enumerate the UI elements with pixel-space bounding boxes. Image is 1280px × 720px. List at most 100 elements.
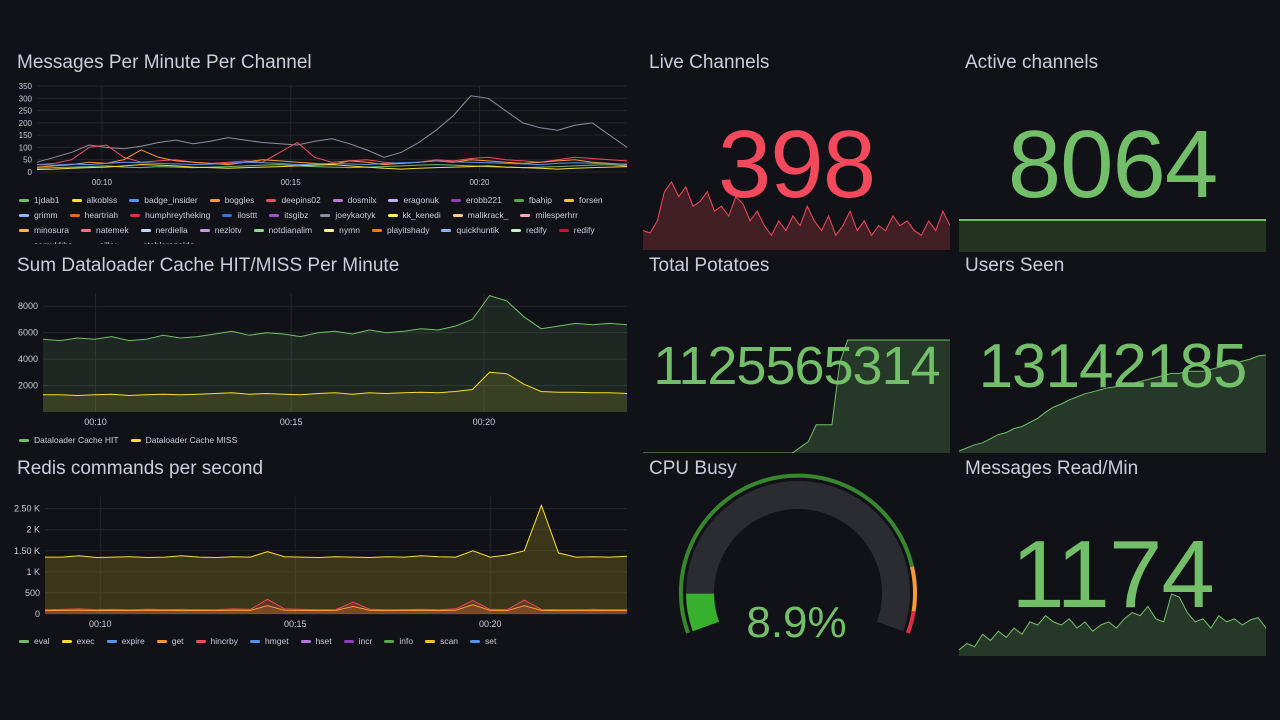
messages-legend: 1jdab1 alkoblss badge_insider boggles deepin… bbox=[19, 195, 631, 244]
legend-item[interactable]: nerdiella bbox=[140, 225, 188, 235]
users-seen-value: 13142185 bbox=[978, 332, 1248, 401]
legend-swatch bbox=[129, 198, 140, 202]
legend-item[interactable]: milesperhrr bbox=[520, 210, 578, 220]
panel-title[interactable]: Sum Dataloader Cache HIT/MISS Per Minute bbox=[17, 255, 400, 276]
legend-item[interactable]: erobb221 bbox=[450, 195, 502, 205]
legend-swatch bbox=[19, 438, 29, 442]
legend-item[interactable]: dosmilx bbox=[332, 195, 376, 205]
legend-swatch bbox=[199, 228, 210, 232]
gauge-track bbox=[686, 481, 910, 632]
legend-swatch bbox=[156, 639, 167, 643]
legend-item[interactable]: hincrby bbox=[195, 634, 238, 648]
panel-title[interactable]: Total Potatoes bbox=[649, 255, 770, 276]
legend-item[interactable]: notdianalim bbox=[253, 225, 312, 235]
legend-item[interactable]: hmget bbox=[249, 634, 289, 648]
legend-item[interactable]: stableronaldo bbox=[128, 240, 194, 244]
legend-swatch bbox=[452, 213, 463, 217]
legend-item[interactable]: 1jdab1 bbox=[19, 195, 60, 205]
panel-title[interactable]: Messages Per Minute Per Channel bbox=[17, 52, 312, 73]
legend-item[interactable]: samukkha bbox=[19, 240, 73, 244]
legend-label: get bbox=[171, 636, 184, 646]
legend-item[interactable]: redify bbox=[511, 225, 547, 235]
legend-label: kk_kenedi bbox=[402, 210, 441, 220]
legend-label: quickhuntik bbox=[456, 225, 499, 235]
legend-label: hmget bbox=[264, 636, 289, 646]
redis-chart[interactable]: 2.50 K 2 K 1.50 K 1 K 500 0 00:10 00:15 00:20 bbox=[11, 488, 631, 628]
legend-swatch bbox=[300, 639, 311, 643]
legend-item[interactable]: redify bbox=[558, 225, 595, 235]
legend-item[interactable]: info bbox=[384, 634, 413, 648]
legend-item[interactable]: malikrack_ bbox=[452, 210, 508, 220]
legend-item[interactable]: eragonuk bbox=[388, 195, 439, 205]
legend-swatch bbox=[71, 198, 82, 202]
series-line bbox=[45, 503, 628, 559]
legend-item[interactable]: hset bbox=[300, 634, 332, 648]
legend-label: hset bbox=[315, 636, 332, 646]
legend-label: eval bbox=[34, 636, 50, 646]
legend-item[interactable]: silky bbox=[84, 240, 116, 244]
legend-item[interactable]: get bbox=[156, 634, 184, 648]
legend-label: badge_insider bbox=[144, 195, 198, 205]
y-tick-label: 6000 bbox=[18, 328, 38, 338]
legend-label: ilosttt bbox=[237, 210, 258, 220]
legend-swatch bbox=[130, 438, 141, 442]
y-tick-label: 500 bbox=[25, 588, 40, 598]
legend-label: fbahip bbox=[528, 195, 553, 205]
y-tick-label: 300 bbox=[19, 94, 33, 103]
panel-title[interactable]: Live Channels bbox=[649, 52, 770, 73]
dataloader-chart[interactable]: 8000 6000 4000 2000 00:10 00:15 00:20 bbox=[11, 285, 631, 425]
legend-item[interactable]: eval bbox=[19, 634, 50, 648]
legend-item[interactable]: nezlotv bbox=[199, 225, 242, 235]
legend-item[interactable]: kk_kenedi bbox=[387, 210, 441, 220]
panel-title[interactable]: Redis commands per second bbox=[17, 458, 264, 479]
legend-item[interactable]: deepins02 bbox=[266, 195, 321, 205]
legend-item[interactable]: ilosttt bbox=[222, 210, 257, 220]
legend-item[interactable]: set bbox=[470, 634, 496, 648]
sparkline-area bbox=[643, 340, 950, 453]
gauge-value-arc bbox=[686, 593, 720, 632]
legend-swatch bbox=[69, 213, 80, 217]
legend-item[interactable]: quickhuntik bbox=[441, 225, 499, 235]
y-tick-label: 2.50 K bbox=[14, 504, 40, 514]
legend-swatch bbox=[384, 639, 395, 643]
x-tick-label: 00:15 bbox=[284, 619, 307, 628]
legend-label: set bbox=[485, 636, 497, 646]
legend-item[interactable]: joeykaotyk bbox=[320, 210, 376, 220]
x-tick-label: 00:15 bbox=[281, 178, 302, 187]
legend-label: nymn bbox=[339, 225, 360, 235]
legend-item[interactable]: playitshady bbox=[371, 225, 429, 235]
legend-item[interactable]: boggles bbox=[209, 195, 254, 205]
panel-title[interactable]: Users Seen bbox=[965, 255, 1065, 276]
redis-panel: Redis commands per second 2.50 K 2 K 1.50 … bbox=[11, 458, 631, 648]
panel-title[interactable]: Messages Read/Min bbox=[965, 458, 1139, 479]
legend-label: Dataloader Cache HIT bbox=[34, 435, 119, 445]
active-channels-panel: Active channels 8064 bbox=[959, 52, 1266, 252]
legend-item[interactable]: minosura bbox=[19, 225, 69, 235]
legend-item[interactable]: exec bbox=[61, 634, 95, 648]
legend-item[interactable]: grimm bbox=[19, 210, 58, 220]
legend-swatch bbox=[195, 639, 206, 643]
panel-title[interactable]: CPU Busy bbox=[649, 458, 737, 479]
legend-swatch bbox=[209, 198, 220, 202]
legend-item[interactable]: nymn bbox=[324, 225, 360, 235]
users-seen-sparkline bbox=[959, 354, 1266, 453]
legend-item[interactable]: natemek bbox=[80, 225, 129, 235]
legend-swatch bbox=[130, 213, 141, 217]
legend-item[interactable]: alkoblss bbox=[71, 195, 117, 205]
legend-item[interactable]: incr bbox=[343, 634, 372, 648]
legend-item[interactable]: scan bbox=[425, 634, 458, 648]
legend-item[interactable]: badge_insider bbox=[129, 195, 198, 205]
users-seen-panel: Users Seen 13142185 bbox=[959, 255, 1266, 453]
legend-item[interactable]: humphreytheking bbox=[130, 210, 210, 220]
legend-item[interactable]: expire bbox=[106, 634, 145, 648]
messages-read-sparkline bbox=[959, 593, 1266, 656]
legend-item[interactable]: heartriah bbox=[69, 210, 118, 220]
legend-item[interactable]: itsgibz bbox=[269, 210, 308, 220]
series-line bbox=[43, 371, 628, 397]
legend-item[interactable]: Dataloader Cache MISS bbox=[130, 433, 237, 447]
panel-title[interactable]: Active channels bbox=[965, 52, 1099, 73]
legend-item[interactable]: Dataloader Cache HIT bbox=[19, 433, 119, 447]
legend-item[interactable]: forsen bbox=[564, 195, 603, 205]
legend-item[interactable]: fbahip bbox=[513, 195, 553, 205]
messages-chart[interactable]: 350 300 250 200 150 100 50 0 00:10 00:15 00:20 bbox=[11, 80, 631, 220]
